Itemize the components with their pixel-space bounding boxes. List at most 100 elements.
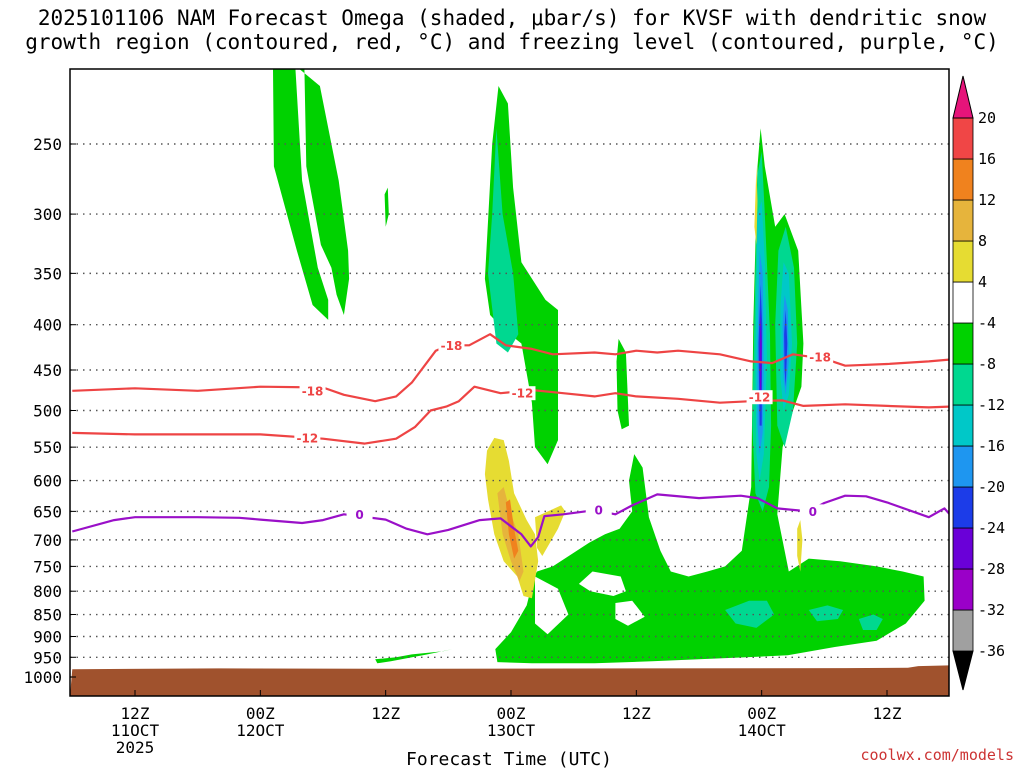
omega-region-6 bbox=[578, 571, 626, 596]
y-tick-label-250: 250 bbox=[33, 135, 62, 154]
omega-region-1 bbox=[384, 187, 389, 227]
colorbar-segment-0 bbox=[952, 609, 974, 652]
chart-title-line2: growth region (contoured, red, °C) and f… bbox=[25, 30, 999, 54]
contour-label-bg-1-1 bbox=[509, 386, 536, 401]
contour-label-2-0: 0 bbox=[355, 508, 363, 522]
omega-region-8 bbox=[535, 576, 569, 635]
contour-label-bg-2-2 bbox=[799, 504, 826, 519]
omega-region-0 bbox=[272, 69, 350, 320]
y-tick-label-350: 350 bbox=[33, 264, 62, 283]
terrain-layer bbox=[70, 665, 949, 696]
contour-label-bg-2-1 bbox=[585, 503, 612, 518]
y-tick-label-900: 900 bbox=[33, 627, 62, 646]
contour-layer: -18 -18 -18 -12 -12 -12 0 0 0 bbox=[72, 333, 949, 548]
x-axis-label: Forecast Time (UTC) bbox=[406, 749, 612, 768]
x-tick-label-0-1: 11OCT bbox=[111, 721, 160, 740]
contour-label-2-2: 0 bbox=[809, 505, 817, 519]
colorbar-segment-2 bbox=[952, 527, 974, 570]
colorbar-segment-11 bbox=[952, 158, 974, 201]
omega-region-13 bbox=[808, 605, 844, 622]
colorbar-label-11: 12 bbox=[978, 191, 996, 209]
y-tick-label-550: 550 bbox=[33, 438, 62, 457]
y-tick-label-450: 450 bbox=[33, 361, 62, 380]
x-tick-label-0-0: 12Z bbox=[121, 704, 150, 723]
colorbar-label-5: -16 bbox=[978, 437, 1005, 455]
colorbar-label-1: -32 bbox=[978, 601, 1005, 619]
contour-label-bg-0-0 bbox=[299, 383, 326, 398]
y-tick-label-850: 850 bbox=[33, 606, 62, 625]
terrain-band bbox=[70, 665, 949, 696]
colorbar-segment-6 bbox=[952, 363, 974, 406]
y-axis: 250 300 350 400 450 500 550 600 650 700 750 800 850 9… bbox=[23, 135, 76, 687]
credit-text: coolwx.com/models bbox=[860, 746, 1014, 764]
omega-region-20 bbox=[784, 310, 788, 387]
x-tick-label-6-0: 12Z bbox=[873, 704, 902, 723]
contour-label-0-1: -18 bbox=[441, 339, 463, 353]
omega-region-24 bbox=[754, 166, 758, 245]
y-tick-label-650: 650 bbox=[33, 502, 62, 521]
x-tick-label-0-2: 2025 bbox=[116, 738, 155, 757]
omega-shading-layer bbox=[272, 69, 925, 664]
colorbar-top-arrow bbox=[952, 75, 974, 119]
colorbar-segment-5 bbox=[952, 404, 974, 447]
contour-label-1-1: -12 bbox=[512, 387, 534, 401]
omega-region-4 bbox=[375, 649, 453, 664]
contour-label-bg-0-1 bbox=[438, 338, 465, 353]
x-tick-label-4-0: 12Z bbox=[622, 704, 651, 723]
y-tick-label-750: 750 bbox=[33, 557, 62, 576]
colorbar-segment-12 bbox=[952, 117, 974, 160]
x-tick-label-3-0: 00Z bbox=[497, 704, 526, 723]
y-tick-label-500: 500 bbox=[33, 402, 62, 421]
x-tick-label-1-0: 00Z bbox=[246, 704, 275, 723]
omega-region-23 bbox=[535, 505, 566, 556]
y-tick-label-300: 300 bbox=[33, 205, 62, 224]
chart-title: 2025101106 NAM Forecast Omega (shaded, μ… bbox=[0, 6, 1024, 54]
omega-region-27 bbox=[505, 499, 519, 559]
y-tick-label-400: 400 bbox=[33, 316, 62, 335]
colorbar-segment-4 bbox=[952, 445, 974, 488]
colorbar-label-2: -28 bbox=[978, 560, 1005, 578]
contour-line-0 bbox=[72, 333, 949, 403]
colorbar-segment-9 bbox=[952, 240, 974, 283]
colorbar-segment-3 bbox=[952, 486, 974, 529]
contour-label-bg-2-0 bbox=[346, 507, 373, 522]
contour-label-0-2: -18 bbox=[809, 350, 831, 364]
colorbar-label-13: 20 bbox=[978, 109, 996, 127]
colorbar-segment-8 bbox=[952, 281, 974, 324]
x-tick-label-5-1: 14OCT bbox=[738, 721, 787, 740]
contour-label-1-0: -12 bbox=[296, 431, 318, 445]
x-tick-label-2-0: 12Z bbox=[371, 704, 400, 723]
colorbar-segment-1 bbox=[952, 568, 974, 611]
colorbar-label-4: -20 bbox=[978, 478, 1005, 496]
omega-region-25 bbox=[797, 520, 803, 572]
colorbar-label-9: 4 bbox=[978, 273, 987, 291]
y-tick-label-800: 800 bbox=[33, 582, 62, 601]
y-tick-label-600: 600 bbox=[33, 472, 62, 491]
colorbar-label-0: -36 bbox=[978, 642, 1005, 660]
omega-region-12 bbox=[725, 600, 775, 628]
contour-label-bg-0-2 bbox=[807, 349, 834, 364]
omega-region-2 bbox=[484, 86, 558, 465]
x-tick-label-3-1: 13OCT bbox=[487, 721, 536, 740]
contour-label-bg-1-0 bbox=[294, 430, 321, 445]
colorbar-label-12: 16 bbox=[978, 150, 996, 168]
colorbar-segment-7 bbox=[952, 322, 974, 365]
y-tick-label-950: 950 bbox=[33, 648, 62, 667]
chart-title-line1: 2025101106 NAM Forecast Omega (shaded, μ… bbox=[37, 6, 987, 30]
colorbar-segment-10 bbox=[952, 199, 974, 242]
omega-region-7 bbox=[615, 600, 645, 626]
x-tick-label-1-1: 12OCT bbox=[236, 721, 285, 740]
x-tick-label-5-0: 00Z bbox=[747, 704, 776, 723]
contour-label-1-2: -12 bbox=[749, 391, 771, 405]
omega-region-3 bbox=[616, 338, 629, 430]
contour-label-2-1: 0 bbox=[595, 504, 603, 518]
contour-label-0-0: -18 bbox=[302, 384, 324, 398]
colorbar-label-3: -24 bbox=[978, 519, 1005, 537]
colorbar-label-10: 8 bbox=[978, 232, 987, 250]
colorbar: -36 -32 -28 -24 -20 -16 -12 -8 -4 4 8 12 16 20 bbox=[952, 75, 1005, 691]
omega-region-14 bbox=[858, 614, 883, 630]
y-tick-label-700: 700 bbox=[33, 531, 62, 550]
colorbar-label-8: -4 bbox=[978, 314, 996, 332]
